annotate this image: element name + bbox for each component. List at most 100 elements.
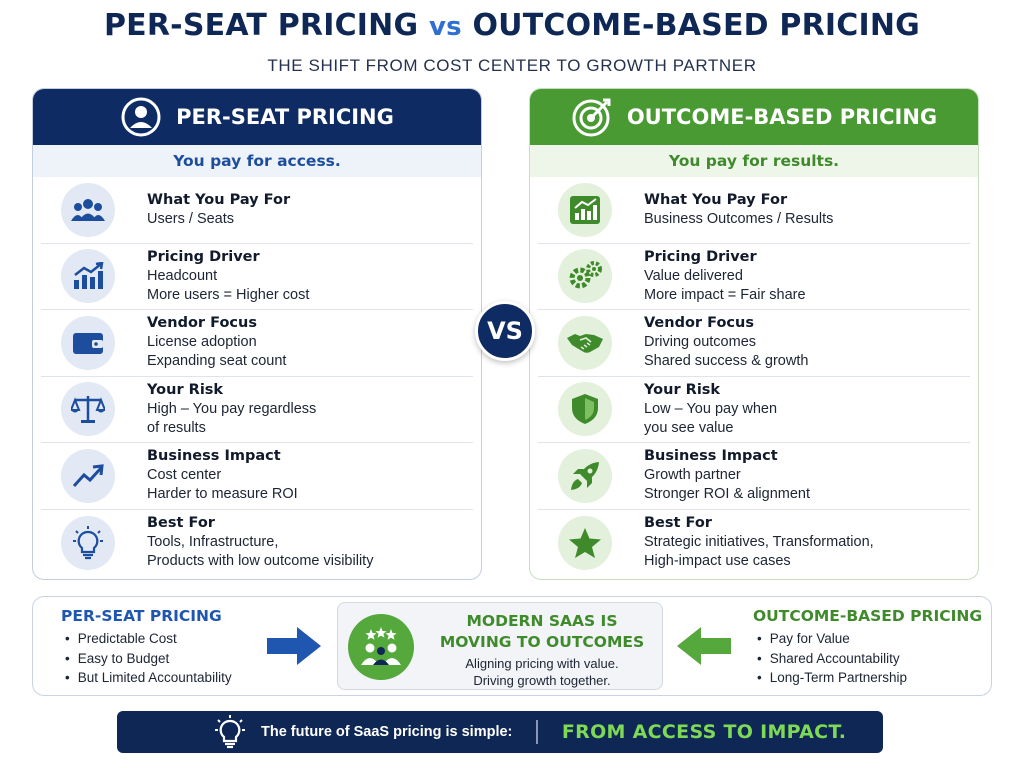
row-title: Vendor Focus [147, 315, 257, 332]
row-line1: Users / Seats [147, 210, 235, 227]
outcome-row-pay-for: What You Pay For Business Outcomes / Res… [538, 177, 970, 244]
row-title: Best For [644, 515, 712, 532]
per-seat-tagline: You pay for access. [33, 145, 481, 177]
per-seat-row-business-impact: Business Impact Cost center Harder to me… [41, 443, 473, 510]
team-stars-icon [348, 614, 414, 680]
star-icon [558, 515, 612, 570]
arrow-right-icon [267, 627, 321, 669]
list-item: Easy to Budget [61, 649, 232, 669]
modern-saas-sub-line1: Aligning pricing with value. [465, 656, 619, 671]
title-right: OUTCOME-BASED PRICING [472, 8, 920, 43]
footer-highlight: FROM ACCESS TO IMPACT. [561, 721, 847, 743]
outcome-row-business-impact: Business Impact Growth partner Stronger … [538, 443, 970, 510]
modern-saas-card: MODERN SAAS IS MOVING TO OUTCOMES Aligni… [337, 602, 663, 690]
modern-saas-sub-line2: Driving growth together. [473, 673, 611, 688]
per-seat-row-pay-for: What You Pay For Users / Seats [41, 177, 473, 244]
row-line1: License adoption [147, 334, 257, 351]
row-line1: Low – You pay when [644, 400, 778, 417]
outcome-panel: OUTCOME-BASED PRICING You pay for result… [529, 88, 979, 580]
user-circle-icon [120, 96, 162, 138]
row-line2: Products with low outcome visibility [147, 553, 374, 570]
list-item: Shared Accountability [753, 649, 982, 669]
outcome-summary: OUTCOME-BASED PRICING Pay for Value Shar… [753, 607, 982, 688]
page-title: PER-SEAT PRICING vs OUTCOME-BASED PRICIN… [0, 8, 1024, 43]
bar-chart-up-icon [61, 249, 115, 304]
row-line2: Stronger ROI & alignment [644, 486, 811, 503]
outcome-summary-title: OUTCOME-BASED PRICING [753, 607, 983, 625]
row-line2: Shared success & growth [644, 353, 809, 370]
row-line2: More impact = Fair share [644, 286, 806, 303]
per-seat-panel: PER-SEAT PRICING You pay for access. Wha… [32, 88, 482, 580]
shield-icon [558, 382, 612, 437]
rocket-icon [558, 448, 612, 503]
list-item: Predictable Cost [61, 629, 232, 649]
outcome-rows: What You Pay For Business Outcomes / Res… [530, 177, 978, 576]
row-title: What You Pay For [147, 191, 291, 208]
outcome-row-pricing-driver: Pricing Driver Value delivered More impa… [538, 244, 970, 310]
per-seat-row-vendor-focus: Vendor Focus License adoption Expanding … [41, 310, 473, 377]
list-item: But Limited Accountability [61, 668, 232, 688]
row-title: Business Impact [644, 448, 778, 465]
page-subtitle: THE SHIFT FROM COST CENTER TO GROWTH PAR… [267, 56, 757, 75]
row-line1: Value delivered [644, 267, 743, 284]
handshake-icon [558, 315, 612, 370]
title-vs: vs [428, 12, 462, 42]
list-item: Pay for Value [753, 629, 982, 649]
outcome-summary-list: Pay for Value Shared Accountability Long… [753, 629, 982, 688]
growth-chart-icon [558, 182, 612, 237]
footer-banner: The future of SaaS pricing is simple: FR… [117, 711, 883, 753]
row-line2: High-impact use cases [644, 553, 791, 570]
modern-saas-title: MODERN SAAS IS MOVING TO OUTCOMES [432, 611, 652, 653]
outcome-tagline: You pay for results. [530, 145, 978, 177]
row-line1: Growth partner [644, 467, 741, 484]
per-seat-row-best-for: Best For Tools, Infrastructure, Products… [41, 510, 473, 577]
modern-saas-subtitle: Aligning pricing with value. Driving gro… [432, 655, 652, 689]
row-line2: Expanding seat count [147, 353, 287, 370]
lightbulb-icon [213, 715, 247, 749]
per-seat-summary-list: Predictable Cost Easy to Budget But Limi… [61, 629, 232, 688]
list-item: Long-Term Partnership [753, 668, 982, 688]
row-title: Best For [147, 515, 215, 532]
target-arrow-icon [571, 96, 613, 138]
trend-up-arrow-icon [61, 448, 115, 503]
per-seat-header: PER-SEAT PRICING [33, 89, 481, 145]
outcome-row-best-for: Best For Strategic initiatives, Transfor… [538, 510, 970, 577]
modern-saas-title-line2: MOVING TO OUTCOMES [439, 633, 645, 651]
row-line2: More users = Higher cost [147, 286, 310, 303]
title-left: PER-SEAT PRICING [104, 8, 419, 43]
row-title: What You Pay For [644, 191, 788, 208]
wallet-icon [61, 315, 115, 370]
row-line1: Business Outcomes / Results [644, 210, 834, 227]
row-line1: Cost center [147, 467, 222, 484]
modern-saas-title-line1: MODERN SAAS IS [466, 612, 618, 630]
per-seat-title: PER-SEAT PRICING [176, 105, 394, 129]
footer-text: The future of SaaS pricing is simple: [261, 724, 513, 740]
row-title: Vendor Focus [644, 315, 754, 332]
balance-scale-icon [61, 382, 115, 437]
row-title: Your Risk [644, 381, 721, 398]
vs-badge: VS [475, 301, 535, 361]
gears-icon [558, 249, 612, 304]
outcome-title: OUTCOME-BASED PRICING [626, 105, 938, 129]
arrow-left-icon [677, 627, 731, 669]
row-line1: Tools, Infrastructure, [147, 534, 279, 551]
row-line2: you see value [644, 419, 734, 436]
per-seat-row-pricing-driver: Pricing Driver Headcount More users = Hi… [41, 244, 473, 310]
footer-divider [536, 720, 538, 744]
row-line1: Strategic initiatives, Transformation, [644, 534, 874, 551]
per-seat-summary-title: PER-SEAT PRICING [61, 607, 222, 625]
row-title: Your Risk [147, 381, 224, 398]
per-seat-row-risk: Your Risk High – You pay regardless of r… [41, 377, 473, 443]
lightbulb-icon [61, 515, 115, 570]
row-line2: of results [147, 419, 206, 436]
row-line2: Harder to measure ROI [147, 486, 298, 503]
outcome-header: OUTCOME-BASED PRICING [530, 89, 978, 145]
users-group-icon [61, 182, 115, 237]
per-seat-summary: PER-SEAT PRICING Predictable Cost Easy t… [61, 607, 232, 688]
outcome-row-risk: Your Risk Low – You pay when you see val… [538, 377, 970, 443]
row-line1: High – You pay regardless [147, 400, 317, 417]
row-title: Pricing Driver [644, 248, 757, 265]
outcome-row-vendor-focus: Vendor Focus Driving outcomes Shared suc… [538, 310, 970, 377]
row-title: Pricing Driver [147, 248, 260, 265]
per-seat-rows: What You Pay For Users / Seats Pricing D… [33, 177, 481, 576]
